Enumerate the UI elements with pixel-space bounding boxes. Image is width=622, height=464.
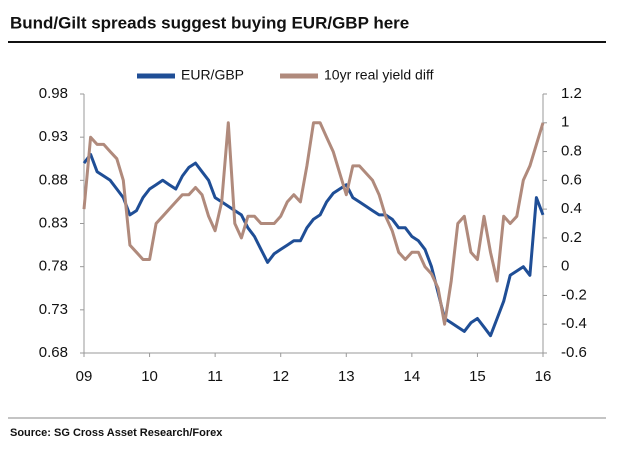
y2-tick-label: 0.8 [561,143,582,160]
source: Source: SG Cross Asset Research/Forex [10,427,223,439]
y-tick-label: 0.78 [39,258,68,275]
y2-tick-label: 0.2 [561,229,582,246]
x-tick-label: 16 [535,368,552,385]
data-line [82,152,545,338]
y2-tick-label: -0.6 [561,344,587,361]
y2-tick-label: 0.4 [561,200,582,217]
x-tick-label: 09 [76,368,93,385]
x-tick-label: 10 [141,368,158,385]
x-tick-label: 15 [469,368,486,385]
legend-label: 10yr real yield diff [324,67,434,83]
y2-tick-label: 1 [561,114,569,131]
x-tick-label: 11 [207,368,223,385]
data-line [82,121,545,326]
y-tick-label: 0.98 [39,85,68,102]
y-tick-label: 0.73 [39,301,68,318]
x-tick-label: 12 [272,368,289,385]
y2-tick-label: -0.2 [561,286,587,303]
legend-label: EUR/GBP [181,67,244,83]
chart-title: Bund/Gilt spreads suggest buying EUR/GBP… [10,13,409,32]
x-tick-label: 14 [404,368,421,385]
y2-tick-label: -0.4 [561,315,587,332]
y-tick-label: 0.68 [39,344,68,361]
y2-tick-label: 0 [561,258,569,275]
y2-tick-label: 0.6 [561,171,582,188]
x-tick-label: 13 [338,368,355,385]
y-tick-label: 0.88 [39,171,68,188]
y-tick-label: 0.83 [39,214,68,231]
y-tick-label: 0.93 [39,128,68,145]
y2-tick-label: 1.2 [561,85,582,102]
